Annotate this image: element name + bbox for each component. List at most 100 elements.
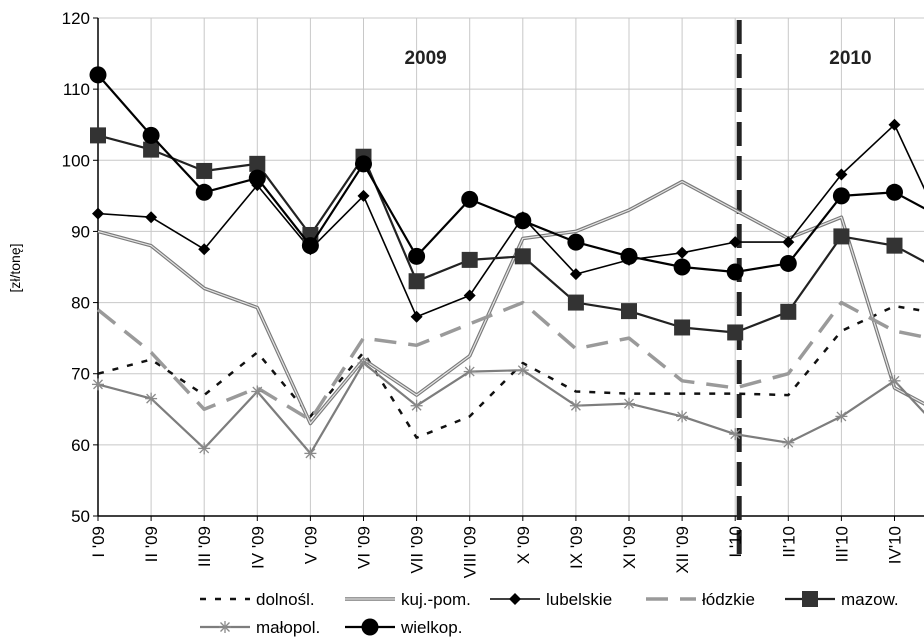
data-point-star [516,364,529,377]
data-point-circle [726,263,744,281]
data-point-circle [195,183,213,201]
legend-label: łódzkie [702,590,755,609]
data-point-square [674,319,691,336]
data-point-star [835,410,848,423]
y-tick-label: 60 [71,436,90,455]
x-tick-label: VIII '09 [461,526,480,578]
series-lines [89,66,924,460]
data-point-diamond [92,207,104,220]
legend-label: wielkop. [400,618,462,637]
series-5 [90,127,924,341]
x-tick-label: II '09 [142,526,161,562]
gridlines [97,17,924,517]
series-line [97,74,924,274]
y-tick-label: 70 [71,365,90,384]
star-stroke [570,400,581,411]
year-annotation: 2009 [404,48,446,69]
data-point-square [408,273,425,290]
star-stroke [836,411,847,422]
data-point-diamond [676,246,689,259]
y-axis-title: [zł/tonę] [7,243,23,292]
data-point-star [198,442,211,455]
star-stroke [889,375,900,386]
data-point-circle [886,183,903,201]
legend-item: kuj.-pom. [345,590,471,609]
data-point-square [90,127,106,144]
data-point-star [782,436,795,449]
data-point-diamond [782,236,795,249]
data-point-star [888,374,901,387]
series-1 [97,304,924,439]
series-7 [89,66,924,281]
data-point-circle [361,618,379,636]
data-point-square [249,155,266,172]
data-point-star [145,392,158,405]
y-tick-label: 120 [62,9,90,28]
data-point-star [410,399,423,412]
data-point-square [780,303,797,320]
series-line [96,300,924,422]
data-point-square [833,228,850,245]
data-point-circle [567,233,585,251]
series-2 [97,179,924,426]
y-tick-label: 110 [63,80,90,99]
star-stroke [146,393,157,404]
data-point-diamond [888,118,901,131]
data-point-square [621,303,637,320]
data-point-star [219,621,231,633]
series-6 [92,357,924,460]
x-tick-label: IV'10 [886,526,905,564]
axes [93,17,924,556]
data-point-circle [408,247,426,265]
data-point-square [567,294,584,311]
legend-label: mazow. [841,590,899,609]
legend-item: łódzkie [646,590,755,609]
data-point-star [623,397,635,410]
data-point-diamond [357,189,370,202]
data-point-circle [779,254,797,272]
data-point-diamond [463,289,476,302]
data-point-diamond [145,211,158,224]
star-stroke [517,365,528,376]
data-point-star [357,357,370,370]
data-point-square [196,162,213,179]
data-point-circle [89,66,107,84]
legend-label: dolnośl. [256,590,315,609]
legend-item: wielkop. [345,618,462,637]
data-point-circle [514,212,532,230]
star-stroke [624,398,634,409]
x-tick-label: IV '09 [248,526,267,569]
y-tick-label: 50 [71,507,90,526]
data-point-star [304,447,317,460]
series-4 [96,300,924,422]
x-tick-label: XII '09 [673,526,692,574]
series-line [97,304,924,439]
x-tick-label: VI '09 [355,526,374,569]
x-tick-label: VII '09 [408,526,427,574]
data-point-diamond [509,593,521,605]
axis-labels: 50 60 70 80 90 100 110 120 I '09 II '09 III '09 IV … [7,9,905,578]
series-line [97,123,924,318]
data-point-diamond [729,236,742,249]
data-point-star [729,428,742,441]
y-tick-label: 90 [71,222,90,241]
x-tick-label: IX '09 [567,526,586,569]
data-point-square [461,251,478,268]
data-point-square [143,141,160,158]
y-tick-label: 80 [71,294,90,313]
x-tick-label: III'10 [832,526,851,562]
star-stroke [411,400,422,411]
star-stroke [783,437,794,448]
x-tick-label: I '10 [726,526,745,558]
legend-label: kuj.-pom. [401,590,471,609]
data-point-circle [832,187,850,205]
data-point-star [251,385,264,398]
legend-item: mazow. [785,590,899,609]
x-tick-label: X '09 [514,526,533,564]
star-stroke [199,443,210,454]
legend-label: małopol. [256,618,320,637]
star-stroke [305,448,316,459]
data-point-star [676,410,689,423]
data-point-circle [673,258,691,276]
